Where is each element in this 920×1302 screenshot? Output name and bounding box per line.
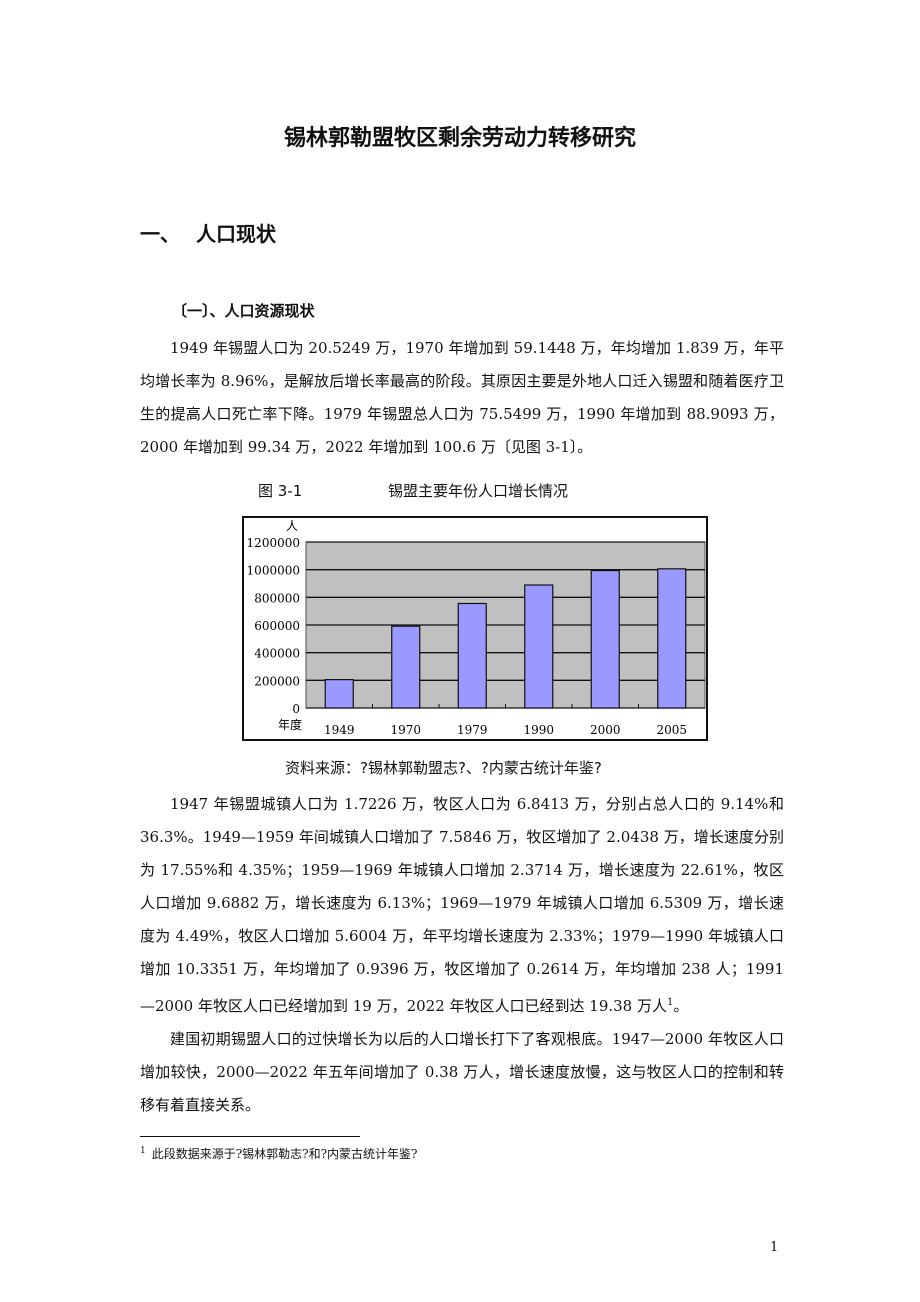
footnote-divider	[140, 1136, 360, 1137]
paragraph-1: 1949 年锡盟人口为 20.5249 万，1970 年增加到 59.1448 …	[140, 339, 784, 456]
paragraph-3: 建国初期锡盟人口的过快增长为以后的人口增长打下了客观根底。1947—2000 年…	[140, 1030, 784, 1114]
x-tick-label: 2005	[656, 723, 687, 737]
y-axis-label: 人	[286, 519, 298, 533]
y-tick-label: 200000	[254, 674, 300, 688]
x-tick-label: 1979	[457, 723, 488, 737]
bar-1970	[391, 625, 421, 709]
figure-label: 图 3-1	[258, 482, 303, 500]
figure-source: 资料来源：?锡林郭勒盟志?、?内蒙古统计年鉴?	[285, 759, 602, 777]
chart-frame: 0 200000 400000 600000 800000 1000000 1200000 人…	[242, 516, 708, 741]
bar-1949	[324, 679, 354, 709]
bar-2005	[657, 568, 687, 709]
document-title: 锡林郭勒盟牧区剩余劳动力转移研究	[283, 126, 636, 151]
footnote: 1 此段数据来源于?锡林郭勒志?和?内蒙古统计年鉴?	[140, 1143, 784, 1162]
y-tick-label: 0	[292, 702, 300, 716]
section-title: 人口现状	[196, 222, 276, 246]
x-tick-label: 1949	[324, 723, 355, 737]
x-tick-label: 2000	[590, 723, 621, 737]
x-tick-label: 1970	[390, 723, 421, 737]
figure-title: 锡盟主要年份人口增长情况	[388, 482, 569, 500]
subsection-heading: 〔一〕、人口资源现状	[172, 302, 315, 320]
y-tick-label: 1200000	[247, 536, 300, 550]
section-number: 一、	[140, 222, 180, 246]
paragraph-2: 1947 年锡盟城镇人口为 1.7226 万，牧区人口为 6.8413 万，分别…	[140, 795, 784, 1015]
lower-content: 1947 年锡盟城镇人口为 1.7226 万，牧区人口为 6.8413 万，分别…	[140, 788, 784, 1162]
y-tick-label: 1000000	[247, 564, 300, 578]
x-axis-label: 年度	[278, 717, 302, 732]
bar-1979	[457, 602, 487, 709]
footnote-number: 1	[140, 1146, 146, 1156]
population-bar-chart: 0 200000 400000 600000 800000 1000000 1200000 人…	[247, 519, 706, 737]
paragraph-2-text: 1947 年锡盟城镇人口为 1.7226 万，牧区人口为 6.8413 万，分别…	[140, 795, 784, 1015]
y-tick-label: 600000	[254, 619, 300, 633]
bar-2000	[590, 569, 620, 709]
page-number: 1	[770, 1240, 779, 1255]
bar-1990	[524, 584, 554, 709]
footnote-text: 此段数据来源于?锡林郭勒志?和?内蒙古统计年鉴?	[151, 1147, 418, 1161]
section-heading: 一、 人口现状	[140, 218, 276, 247]
y-tick-label: 400000	[254, 647, 300, 661]
footnote-ref[interactable]: 1	[667, 997, 674, 1008]
y-tick-label: 800000	[254, 591, 300, 605]
x-tick-label: 1990	[523, 723, 554, 737]
